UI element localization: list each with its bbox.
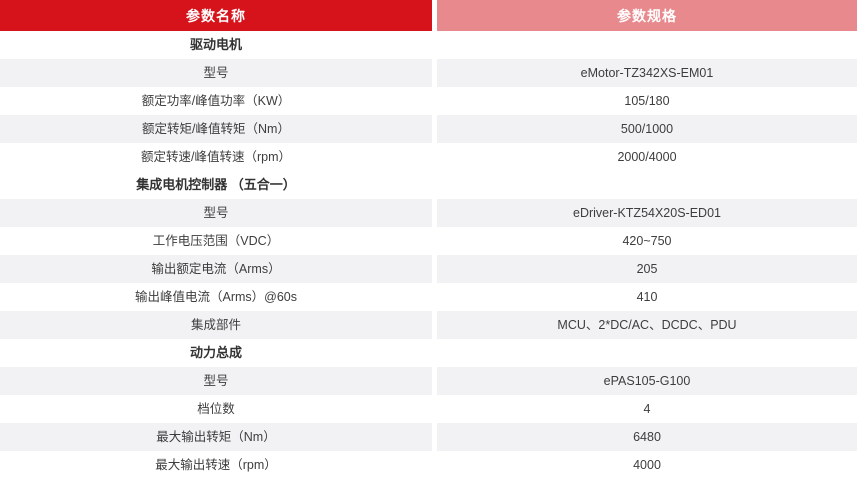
row-column-divider [432, 31, 437, 59]
header-column-divider [432, 0, 437, 31]
parameter-value-cell: eMotor-TZ342XS-EM01 [437, 59, 857, 87]
row-column-divider [432, 171, 437, 199]
section-title: 集成电机控制器 （五合一） [0, 171, 432, 199]
table-row: 最大输出转速（rpm） 4000 [0, 451, 857, 479]
column-header-parameter-name: 参数名称 [0, 0, 432, 31]
section-title: 动力总成 [0, 339, 432, 367]
column-header-parameter-spec: 参数规格 [437, 0, 857, 31]
parameter-name-cell: 型号 [0, 59, 432, 87]
row-column-divider [432, 367, 437, 395]
table-row: 输出额定电流（Arms） 205 [0, 255, 857, 283]
table-row: 型号 eMotor-TZ342XS-EM01 [0, 59, 857, 87]
parameter-value-cell: ePAS105-G100 [437, 367, 857, 395]
row-column-divider [432, 339, 437, 367]
parameter-value-cell: eDriver-KTZ54X20S-ED01 [437, 199, 857, 227]
parameter-value-cell: 420~750 [437, 227, 857, 255]
row-column-divider [432, 311, 437, 339]
parameter-name-cell: 集成部件 [0, 311, 432, 339]
parameter-value-cell: 6480 [437, 423, 857, 451]
parameter-name-cell: 额定转矩/峰值转矩（Nm） [0, 115, 432, 143]
row-column-divider [432, 87, 437, 115]
parameter-name-cell: 工作电压范围（VDC） [0, 227, 432, 255]
parameter-value-cell: MCU、2*DC/AC、DCDC、PDU [437, 311, 857, 339]
table-header: 参数名称 参数规格 [0, 0, 857, 31]
table-header-row: 参数名称 参数规格 [0, 0, 857, 31]
section-value-cell [437, 31, 857, 59]
parameter-value-cell: 4000 [437, 451, 857, 479]
row-column-divider [432, 451, 437, 479]
section-title: 驱动电机 [0, 31, 432, 59]
section-header-row: 驱动电机 [0, 31, 857, 59]
parameter-value-cell: 205 [437, 255, 857, 283]
parameter-name-cell: 输出峰值电流（Arms）@60s [0, 283, 432, 311]
row-column-divider [432, 255, 437, 283]
parameter-value-cell: 105/180 [437, 87, 857, 115]
parameter-value-cell: 4 [437, 395, 857, 423]
parameter-value-cell: 2000/4000 [437, 143, 857, 171]
table-row: 工作电压范围（VDC） 420~750 [0, 227, 857, 255]
section-header-row: 集成电机控制器 （五合一） [0, 171, 857, 199]
table-row: 额定功率/峰值功率（KW） 105/180 [0, 87, 857, 115]
section-value-cell [437, 171, 857, 199]
table-row: 型号 eDriver-KTZ54X20S-ED01 [0, 199, 857, 227]
parameter-name-cell: 额定转速/峰值转速（rpm） [0, 143, 432, 171]
section-value-cell [437, 339, 857, 367]
table-row: 档位数 4 [0, 395, 857, 423]
row-column-divider [432, 227, 437, 255]
row-column-divider [432, 115, 437, 143]
row-column-divider [432, 143, 437, 171]
row-column-divider [432, 199, 437, 227]
row-column-divider [432, 395, 437, 423]
row-column-divider [432, 283, 437, 311]
table-row: 集成部件 MCU、2*DC/AC、DCDC、PDU [0, 311, 857, 339]
parameter-name-cell: 额定功率/峰值功率（KW） [0, 87, 432, 115]
table-row: 输出峰值电流（Arms）@60s 410 [0, 283, 857, 311]
parameter-name-cell: 输出额定电流（Arms） [0, 255, 432, 283]
row-column-divider [432, 423, 437, 451]
parameter-value-cell: 500/1000 [437, 115, 857, 143]
parameter-value-cell: 410 [437, 283, 857, 311]
section-header-row: 动力总成 [0, 339, 857, 367]
table-row: 最大输出转矩（Nm） 6480 [0, 423, 857, 451]
table-row: 型号 ePAS105-G100 [0, 367, 857, 395]
row-column-divider [432, 59, 437, 87]
parameter-name-cell: 型号 [0, 367, 432, 395]
table-row: 额定转矩/峰值转矩（Nm） 500/1000 [0, 115, 857, 143]
parameter-name-cell: 型号 [0, 199, 432, 227]
parameter-name-cell: 档位数 [0, 395, 432, 423]
table-body: 驱动电机 型号 eMotor-TZ342XS-EM01 额定功率/峰值功率（KW） 10… [0, 31, 857, 479]
parameter-name-cell: 最大输出转矩（Nm） [0, 423, 432, 451]
table-row: 额定转速/峰值转速（rpm） 2000/4000 [0, 143, 857, 171]
parameter-name-cell: 最大输出转速（rpm） [0, 451, 432, 479]
